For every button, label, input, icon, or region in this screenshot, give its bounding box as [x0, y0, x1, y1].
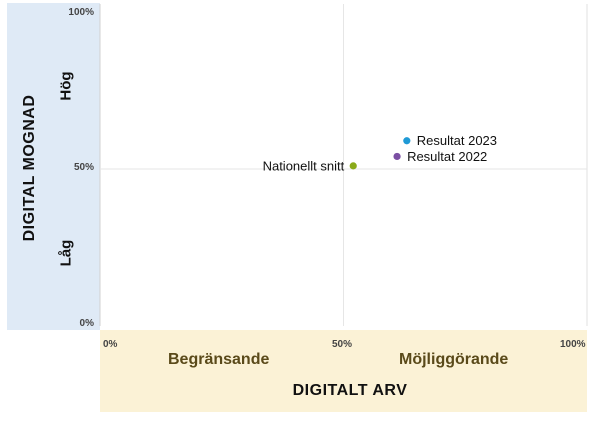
data-label-2: Nationellt snitt	[263, 158, 345, 173]
x-tick-label-right: 100%	[560, 339, 586, 350]
y-axis-band	[7, 3, 100, 330]
x-tick-label-left: 0%	[103, 339, 118, 350]
y-tick-label-top: 100%	[68, 7, 94, 18]
data-label-1: Resultat 2022	[407, 149, 487, 164]
y-tick-label-mid: 50%	[73, 162, 94, 173]
y-tick-label-bottom: 0%	[79, 318, 94, 329]
data-point-2	[349, 162, 357, 170]
x-axis-title: DIGITALT ARV	[292, 382, 408, 399]
data-point-1	[393, 152, 401, 161]
x-axis-band	[100, 330, 587, 412]
data-label-0: Resultat 2023	[417, 133, 497, 148]
x-category-low: Begränsande	[168, 351, 270, 368]
x-tick-label-mid: 50%	[332, 339, 353, 350]
x-category-high: Möjliggörande	[399, 351, 509, 368]
data-point-0	[403, 137, 411, 145]
